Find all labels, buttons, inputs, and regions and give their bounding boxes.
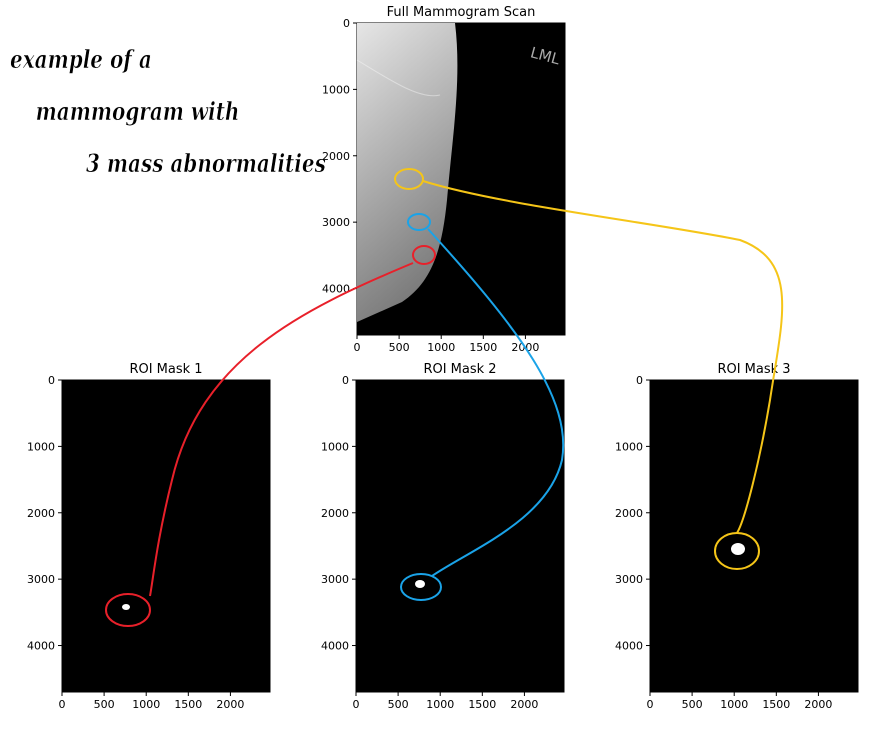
x-tick-label: 2000: [804, 698, 832, 711]
y-tick-label: 0: [48, 374, 55, 387]
y-tick-label: 4000: [322, 283, 350, 296]
y-tick-label: 4000: [27, 640, 55, 653]
x-tick-label: 1000: [132, 698, 160, 711]
x-tick-label: 1500: [469, 341, 497, 354]
y-tick-label: 1000: [615, 440, 643, 453]
x-tick-label: 500: [682, 698, 703, 711]
x-tick-label: 2000: [216, 698, 244, 711]
panel-title: ROI Mask 2: [423, 362, 496, 377]
overlay: [105, 59, 784, 627]
connector: [149, 262, 414, 597]
y-tick-label: 4000: [615, 640, 643, 653]
x-tick-label: 0: [353, 698, 360, 711]
y-tick-label: 2000: [615, 507, 643, 520]
roi-circle: [394, 168, 424, 190]
y-tick-label: 3000: [322, 216, 350, 229]
x-tick-label: 1000: [426, 698, 454, 711]
y-tick-label: 0: [342, 374, 349, 387]
y-tick-label: 3000: [615, 573, 643, 586]
annotation-line: 3 mass abnormalities: [86, 150, 326, 179]
x-tick-label: 1500: [762, 698, 790, 711]
y-tick-label: 1000: [27, 440, 55, 453]
annotation-line: mammogram with: [36, 98, 240, 127]
panel-title: Full Mammogram Scan: [387, 5, 536, 20]
x-tick-label: 0: [647, 698, 654, 711]
y-tick-label: 3000: [27, 573, 55, 586]
x-tick-label: 0: [354, 341, 361, 354]
y-tick-label: 1000: [321, 440, 349, 453]
y-tick-label: 2000: [321, 507, 349, 520]
x-tick-label: 500: [388, 698, 409, 711]
roi-circle: [400, 573, 442, 601]
y-tick-label: 2000: [322, 150, 350, 163]
x-tick-label: 0: [59, 698, 66, 711]
mass-blob: [731, 543, 745, 555]
y-tick-label: 0: [343, 17, 350, 30]
roi-circle: [412, 245, 436, 265]
y-tick-label: 4000: [321, 640, 349, 653]
image-area: [649, 379, 859, 693]
x-tick-label: 1000: [720, 698, 748, 711]
mass-blob: [415, 580, 425, 588]
x-tick-label: 1000: [427, 341, 455, 354]
texture: [356, 59, 441, 97]
annotation: example of a mammogram with 3 mass abnor…: [10, 46, 327, 179]
connector: [427, 228, 565, 577]
y-tick-label: 0: [636, 374, 643, 387]
roi-circle: [407, 213, 431, 231]
mass-blob: [122, 604, 130, 610]
annotation-line: example of a: [10, 46, 152, 75]
image-area: [355, 379, 565, 693]
roi-circle: [105, 593, 151, 627]
breast-tissue: [357, 23, 458, 322]
y-tick-label: 2000: [27, 507, 55, 520]
panel-title: ROI Mask 1: [129, 362, 202, 377]
y-tick-label: 1000: [322, 83, 350, 96]
x-tick-label: 2000: [510, 698, 538, 711]
x-tick-label: 1500: [468, 698, 496, 711]
panel-title: ROI Mask 3: [717, 362, 790, 377]
x-tick-label: 500: [389, 341, 410, 354]
image-area: [61, 379, 271, 693]
connector: [422, 180, 784, 534]
x-tick-label: 1500: [174, 698, 202, 711]
y-tick-label: 3000: [321, 573, 349, 586]
x-tick-label: 500: [94, 698, 115, 711]
